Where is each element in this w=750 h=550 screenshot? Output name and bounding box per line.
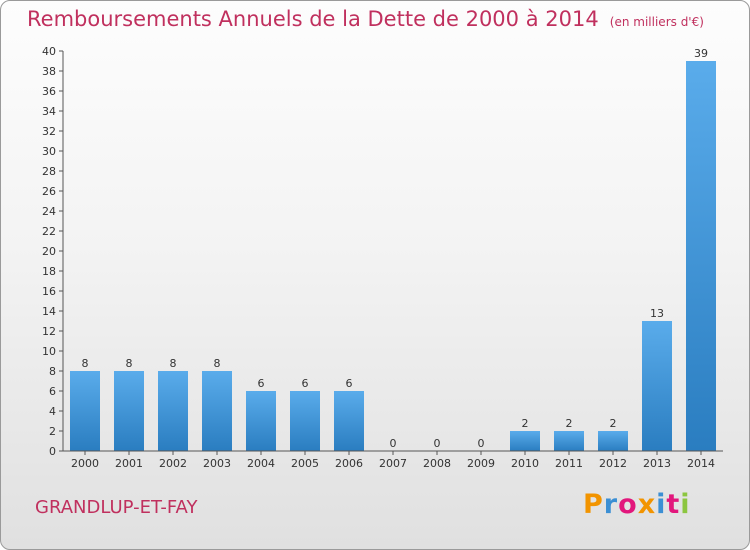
logo-letter: o	[618, 489, 638, 520]
chart-unit: (en milliers d'€)	[609, 15, 704, 29]
x-tick-label: 2000	[71, 457, 99, 470]
y-tick-label: 24	[42, 205, 56, 218]
bar-value-label: 39	[694, 47, 708, 60]
x-tick-label: 2008	[423, 457, 451, 470]
logo-letter: i	[680, 489, 691, 520]
chart-title: Remboursements Annuels de la Dette de 20…	[27, 7, 704, 31]
bar	[642, 321, 672, 451]
y-tick-label: 28	[42, 165, 56, 178]
y-tick-label: 36	[42, 85, 56, 98]
bar-value-label: 6	[258, 377, 265, 390]
y-tick-label: 16	[42, 285, 56, 298]
x-tick-label: 2012	[599, 457, 627, 470]
x-tick-label: 2005	[291, 457, 319, 470]
bar	[70, 371, 100, 451]
x-tick-label: 2001	[115, 457, 143, 470]
y-tick-label: 2	[49, 425, 56, 438]
bar-value-label: 2	[522, 417, 529, 430]
y-tick-label: 0	[49, 445, 56, 458]
bar-value-label: 2	[566, 417, 573, 430]
y-tick-label: 26	[42, 185, 56, 198]
bar-value-label: 8	[126, 357, 133, 370]
y-tick-label: 34	[42, 105, 56, 118]
bar	[158, 371, 188, 451]
bar-value-label: 6	[302, 377, 309, 390]
bar-value-label: 8	[82, 357, 89, 370]
x-tick-label: 2003	[203, 457, 231, 470]
bar	[290, 391, 320, 451]
y-tick-label: 4	[49, 405, 56, 418]
bar	[334, 391, 364, 451]
chart-title-text: Remboursements Annuels de la Dette de 20…	[27, 7, 599, 31]
x-tick-label: 2002	[159, 457, 187, 470]
bar-value-label: 13	[650, 307, 664, 320]
town-name: GRANDLUP-ET-FAY	[35, 497, 198, 518]
x-tick-label: 2004	[247, 457, 275, 470]
y-tick-label: 14	[42, 305, 56, 318]
x-tick-label: 2011	[555, 457, 583, 470]
logo-letter: r	[603, 489, 619, 520]
y-tick-label: 40	[42, 45, 56, 58]
y-tick-label: 10	[42, 345, 56, 358]
y-tick-label: 20	[42, 245, 56, 258]
y-tick-label: 32	[42, 125, 56, 138]
y-tick-label: 18	[42, 265, 56, 278]
logo-letter: t	[666, 489, 681, 520]
x-tick-label: 2007	[379, 457, 407, 470]
bar-value-label: 2	[610, 417, 617, 430]
y-tick-label: 12	[42, 325, 56, 338]
bar	[554, 431, 584, 451]
x-tick-label: 2010	[511, 457, 539, 470]
bar-value-label: 8	[170, 357, 177, 370]
bar	[246, 391, 276, 451]
y-tick-label: 38	[42, 65, 56, 78]
x-tick-label: 2014	[687, 457, 715, 470]
bar	[686, 61, 716, 451]
bar	[202, 371, 232, 451]
bar	[510, 431, 540, 451]
bar-value-label: 8	[214, 357, 221, 370]
x-tick-label: 2013	[643, 457, 671, 470]
y-tick-label: 22	[42, 225, 56, 238]
logo-letter: x	[637, 489, 657, 520]
logo-letter: i	[656, 489, 667, 520]
x-tick-label: 2009	[467, 457, 495, 470]
bar-value-label: 0	[478, 437, 485, 450]
bar-value-label: 6	[346, 377, 353, 390]
bar	[598, 431, 628, 451]
bar-value-label: 0	[390, 437, 397, 450]
y-tick-label: 8	[49, 365, 56, 378]
logo-letter: P	[583, 489, 604, 520]
y-tick-label: 30	[42, 145, 56, 158]
y-tick-label: 6	[49, 385, 56, 398]
proxiti-logo: Proxiti	[583, 489, 691, 520]
bar-value-label: 0	[434, 437, 441, 450]
bar	[114, 371, 144, 451]
x-tick-label: 2006	[335, 457, 363, 470]
